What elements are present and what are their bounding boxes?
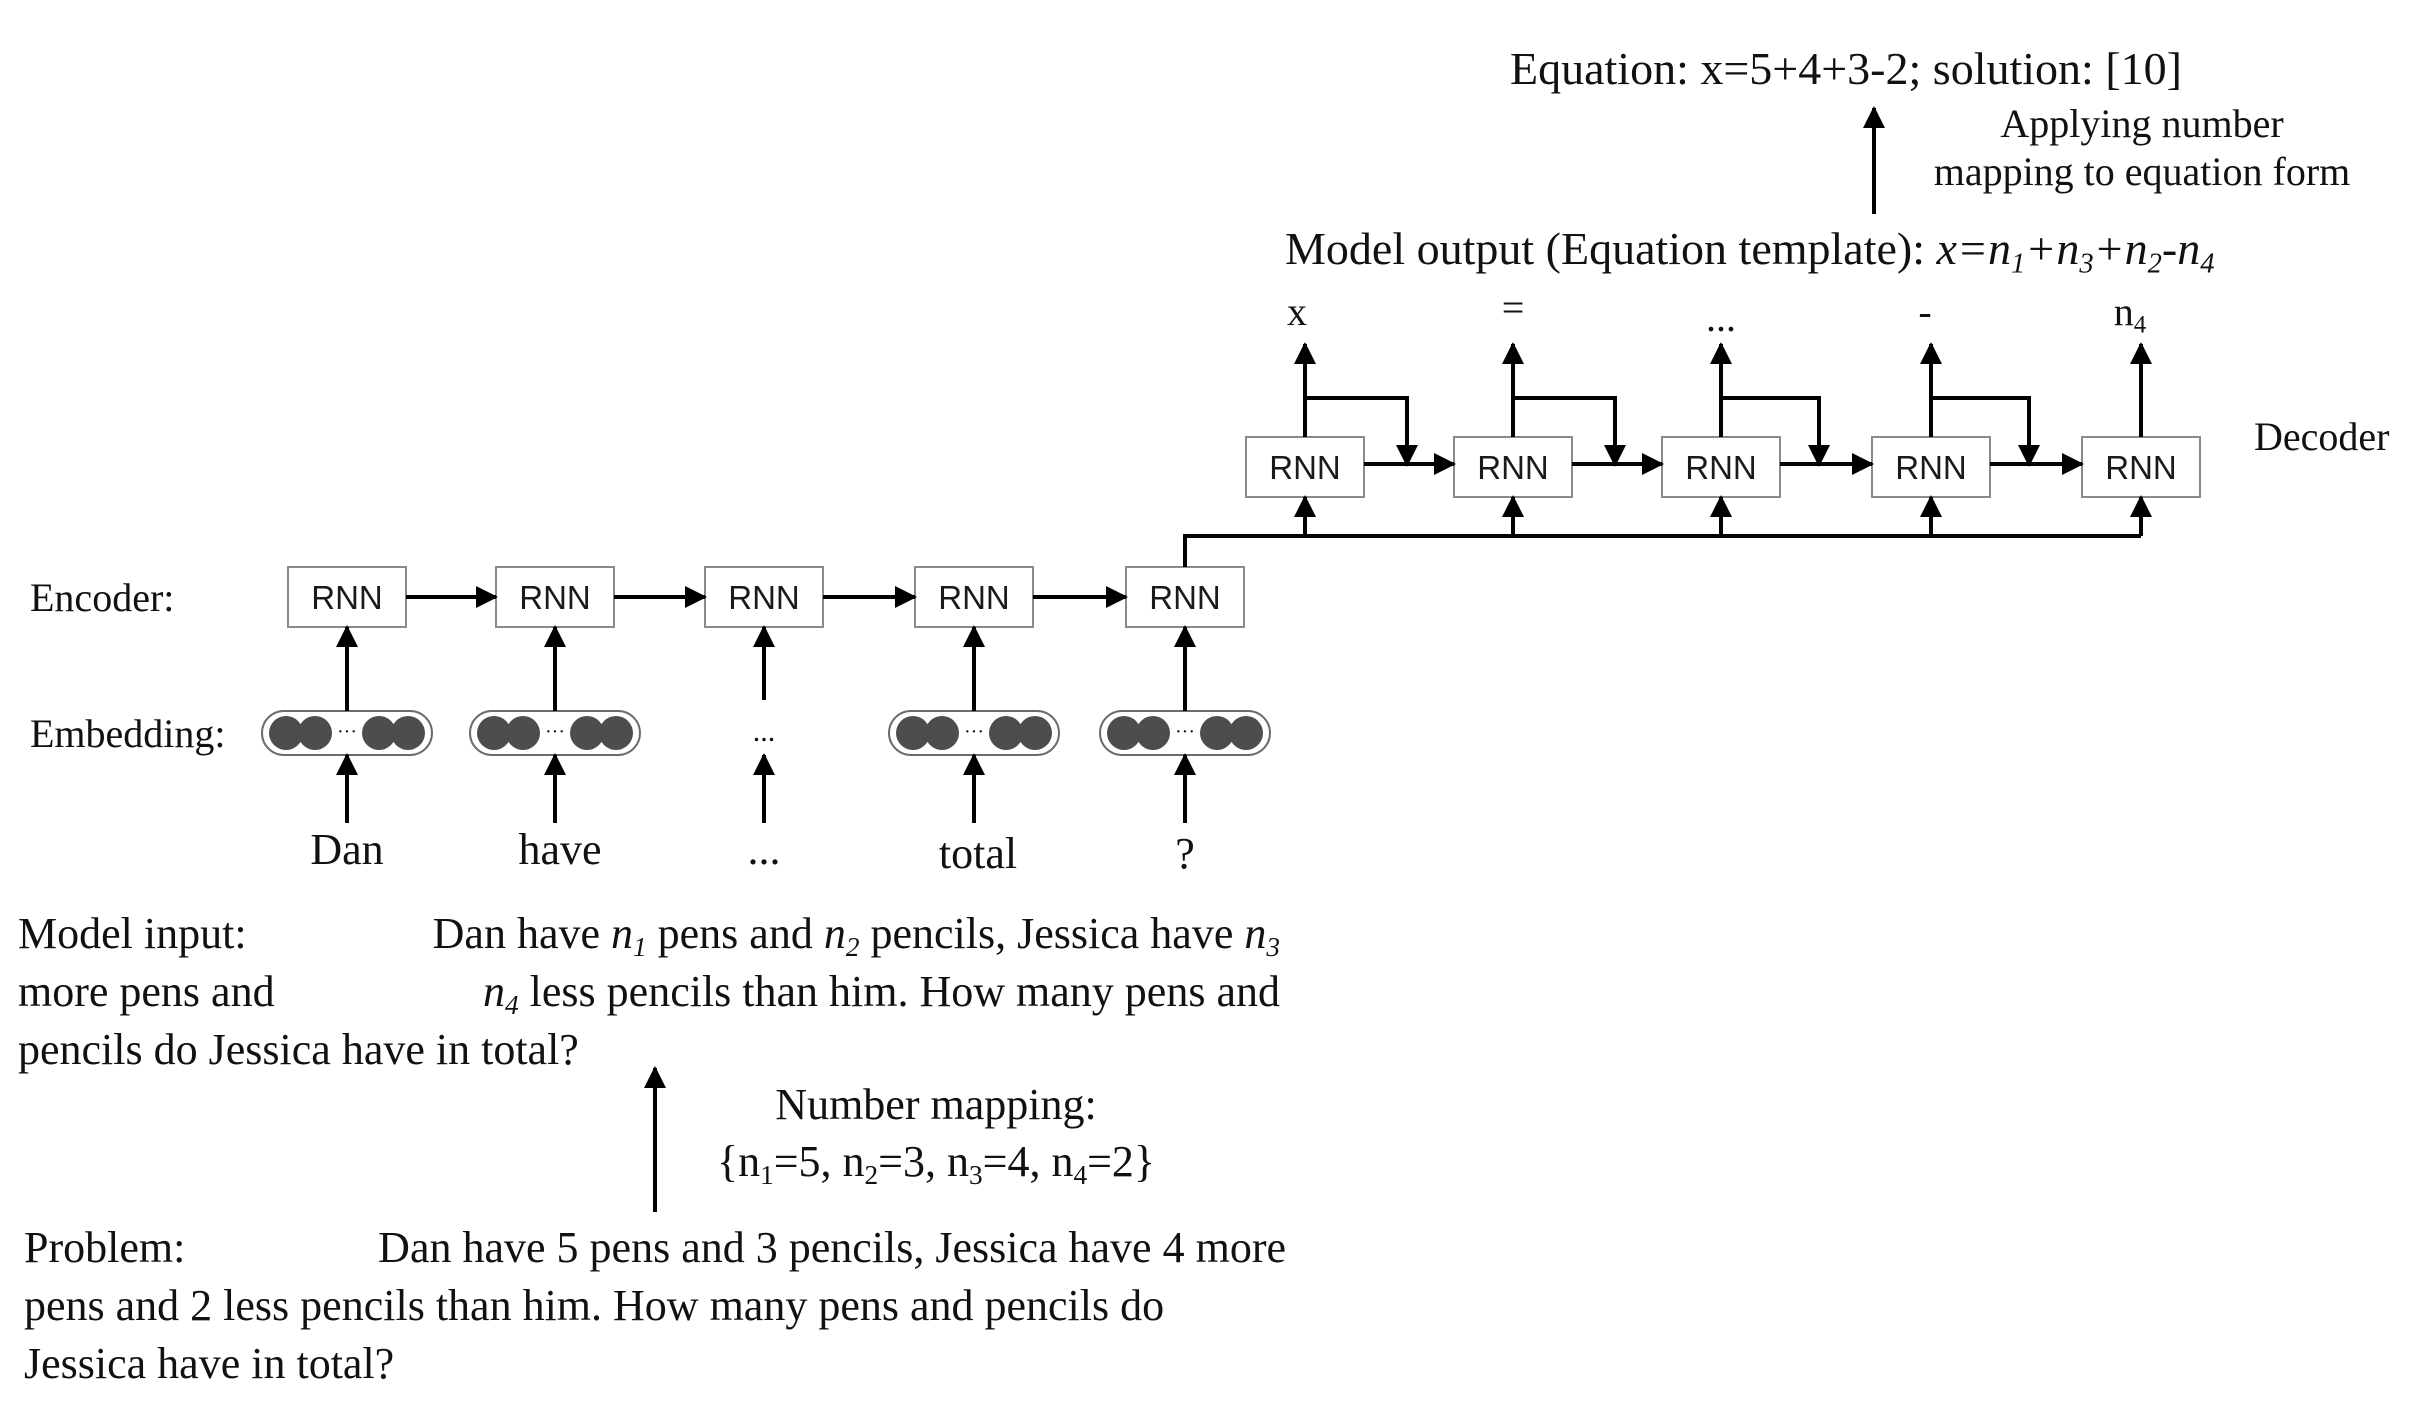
equation-middle: ; solution: — [1908, 43, 2106, 94]
output-token: ... — [1706, 295, 1736, 340]
encoder-label: Encoder: — [30, 575, 175, 620]
embedding-ellipsis: ... — [753, 715, 776, 748]
encoder-rnn-box — [287, 566, 407, 628]
output-token: - — [1918, 289, 1932, 334]
embedding-dots: ··· — [337, 721, 357, 743]
input-token: total — [938, 829, 1018, 878]
model-output-label: Model output (Equation template): — [1285, 223, 1937, 274]
input-token: Dan — [310, 825, 384, 874]
rnn-label: RNN — [1895, 449, 1967, 486]
embedding-vector — [1099, 710, 1271, 756]
rnn-label: RNN — [1685, 449, 1757, 486]
embedding-vectors: ··· ··· ··· ··· ... — [261, 710, 1271, 756]
rnn-label: RNN — [2105, 449, 2177, 486]
token-to-embedding-arrows — [336, 753, 1196, 823]
decoder-rnn-box — [1453, 436, 1573, 498]
equation-line: Equation: x=5+4+3-2; solution: [10] — [1510, 46, 2182, 92]
output-token: = — [1501, 285, 1525, 330]
rnn-label: RNN — [311, 579, 383, 616]
problem-paragraph: Problem: Dan have 5 pens and 3 pencils, … — [24, 1219, 1286, 1393]
output-token: x — [1287, 289, 1307, 334]
problem-line: pens and 2 less pencils than him. How ma… — [24, 1281, 1165, 1330]
embedding-label: Embedding: — [30, 711, 226, 756]
rnn-label: RNN — [728, 579, 800, 616]
encoder-rnn-cells: RNN RNN RNN RNN RNN — [287, 566, 1245, 628]
encoder-rnn-box — [495, 566, 615, 628]
model-output-line: Model output (Equation template): x=n1+n… — [1285, 223, 2215, 280]
equation-prefix: Equation: — [1510, 43, 1701, 94]
apply-note-line2: mapping to equation form — [1933, 149, 2351, 194]
embedding-vector — [888, 710, 1060, 756]
embedding-vector — [261, 710, 433, 756]
rnn-label: RNN — [519, 579, 591, 616]
decoder-feedback-loops — [1305, 396, 2040, 467]
apply-note-line1: Applying number — [2000, 101, 2284, 146]
decoder-rnn-cells: RNN RNN RNN RNN RNN — [1245, 436, 2201, 498]
model-input-paragraph: Model input: Dan have n1 pens and n2 pen… — [18, 905, 1280, 1079]
decoder-output-arrows — [1294, 342, 2152, 437]
output-token: n4 — [2113, 289, 2147, 339]
rnn-label: RNN — [938, 579, 1010, 616]
rnn-label: RNN — [1269, 449, 1341, 486]
embedding-dots: ··· — [545, 721, 565, 743]
embedding-dots: ··· — [1175, 721, 1195, 743]
context-vector-bus — [1183, 495, 2152, 567]
embedding-dots: ··· — [964, 721, 984, 743]
model-input-line: more pens and n4 less pencils than him. … — [18, 967, 1280, 1021]
embedding-vector — [469, 710, 641, 756]
decoder-label: Decoder — [2254, 414, 2390, 459]
model-input-line: pencils do Jessica have in total? — [18, 1025, 579, 1074]
rnn-label: RNN — [1477, 449, 1549, 486]
problem-label: Problem: — [24, 1223, 186, 1272]
problem-line: Jessica have in total? — [24, 1339, 395, 1388]
equation-value: x=5+4+3-2 — [1700, 43, 1909, 94]
decoder-rnn-box — [1871, 436, 1991, 498]
equation-solution: [10] — [2105, 43, 2182, 94]
model-input-line: Model input: Dan have n1 pens and n2 pen… — [18, 909, 1280, 963]
input-token: ... — [747, 825, 781, 874]
number-mapping-values: {n1=5, n2=3, n3=4, n4=2}{n1=5, n2=3, n3=… — [716, 1137, 1156, 1191]
input-token: ? — [1175, 829, 1195, 878]
input-token: have — [518, 825, 602, 874]
rnn-label: RNN — [1149, 579, 1221, 616]
number-mapping-title: Number mapping: — [775, 1080, 1097, 1129]
embedding-to-rnn-arrows — [336, 625, 1196, 711]
problem-line: Problem: Dan have 5 pens and 3 pencils, … — [24, 1219, 1286, 1277]
model-input-label: Model input: — [18, 909, 247, 958]
model-output-template: x=n1+n3+n2-n4 — [1936, 223, 2215, 280]
